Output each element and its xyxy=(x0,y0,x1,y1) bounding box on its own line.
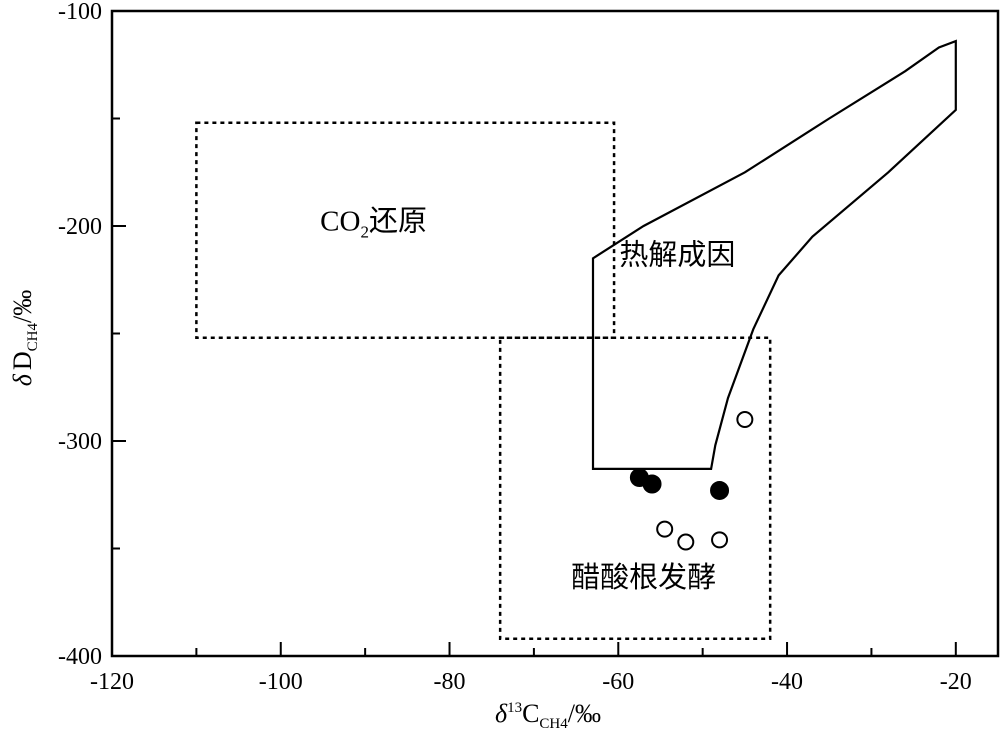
region-label-acetate-fermentation: 醋酸根发酵 xyxy=(571,561,716,594)
y-tick-label: -400 xyxy=(58,644,102,670)
x-tick-label: -40 xyxy=(771,669,803,695)
y-axis-ticks: -100 -200 -300 -400 xyxy=(58,0,126,670)
region-label-co2-reduction: CO2还原 xyxy=(320,205,427,241)
x-tick-label: -80 xyxy=(434,669,466,695)
region-label-thermogenic: 热解成因 xyxy=(619,239,735,272)
y-tick-label: -100 xyxy=(58,0,102,25)
x-tick-label: -20 xyxy=(940,669,972,695)
regions xyxy=(195,39,957,641)
open-data-point xyxy=(677,533,695,551)
x-tick-label: -120 xyxy=(90,669,134,695)
data-points xyxy=(629,411,754,551)
plot-frame xyxy=(110,9,1000,658)
open-data-point xyxy=(656,520,674,538)
filled-data-point xyxy=(642,474,662,494)
x-axis-ticks: -120 -100 -80 -60 -40 -20 xyxy=(90,642,972,695)
region-acetate-fermentation xyxy=(498,336,772,641)
open-data-point xyxy=(736,411,754,428)
x-tick-label: -100 xyxy=(259,669,303,695)
y-axis-title: δDCH4/‰ xyxy=(8,290,41,386)
y-tick-label: -200 xyxy=(58,214,102,240)
x-axis-title: δ13CCH4/‰ xyxy=(495,699,601,732)
y-tick-label: -300 xyxy=(58,429,102,455)
filled-data-point xyxy=(710,480,730,500)
x-tick-label: -60 xyxy=(602,669,634,695)
region-thermogenic xyxy=(591,39,957,470)
open-data-point xyxy=(711,531,729,549)
region-co2-reduction xyxy=(195,121,616,340)
